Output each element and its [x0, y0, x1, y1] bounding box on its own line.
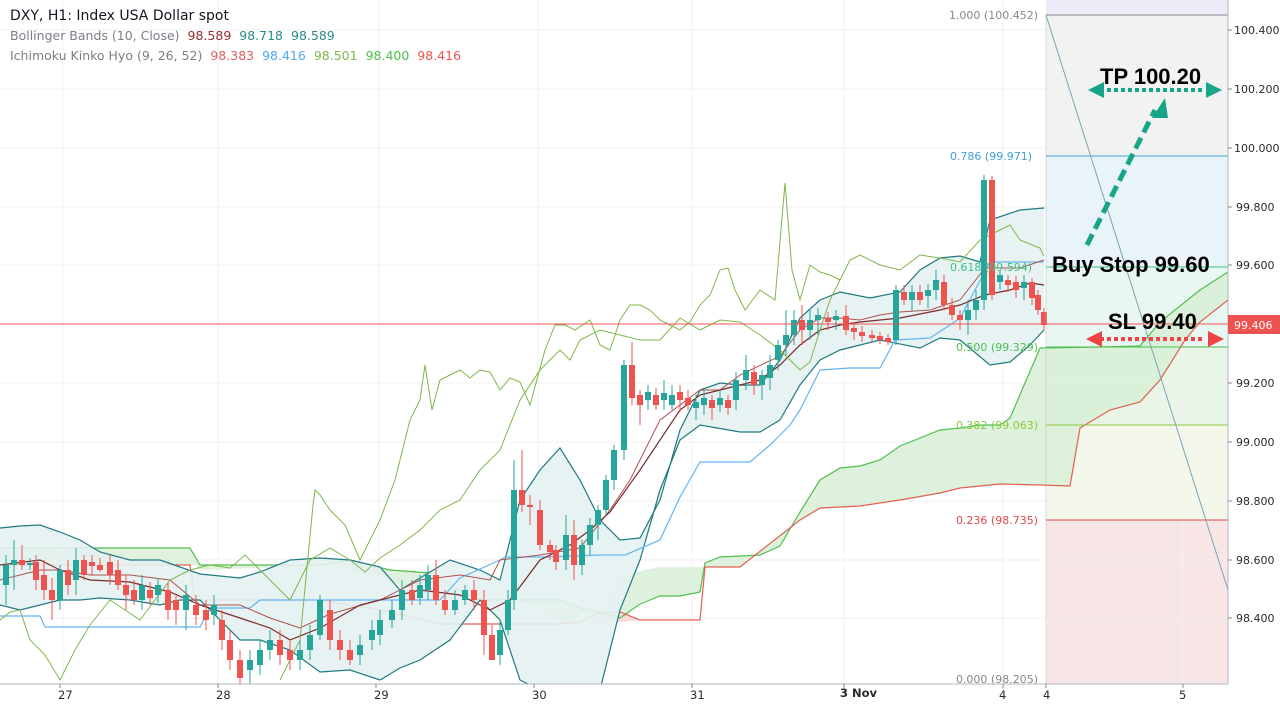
- symbol-title[interactable]: DXY, H1: Index USA Dollar spot: [10, 8, 229, 24]
- price-tick: 98.600: [1236, 554, 1275, 567]
- current-price-value: 99.406: [1234, 319, 1273, 332]
- sl-label: SL 99.40: [1108, 309, 1197, 334]
- ichimoku-value-chikou: 98.501: [313, 48, 358, 63]
- price-tick: 99.600: [1236, 259, 1275, 272]
- price-tick: 99.800: [1236, 201, 1275, 214]
- ichimoku-chikou-2: [279, 182, 841, 681]
- grid: [0, 0, 1228, 684]
- price-tick: 100.200: [1234, 83, 1280, 96]
- fib-level-0-786: 0.786 (99.971): [950, 150, 1032, 163]
- ichimoku-label: Ichimoku Kinko Hyo (9, 26, 52): [10, 48, 203, 63]
- fib-level-0-618: 0.618 (99.594): [950, 261, 1032, 274]
- fib-level-0-382: 0.382 (99.063): [956, 419, 1038, 432]
- time-axis[interactable]: 27 28 29 30 31 3 Nov 4 4 5: [0, 683, 1280, 705]
- price-tick: 99.000: [1236, 436, 1275, 449]
- ichimoku-tenkan: [0, 259, 1045, 629]
- time-tick: 31: [690, 688, 705, 702]
- time-tick: 4: [1043, 688, 1050, 702]
- time-tick: 27: [58, 688, 73, 702]
- price-axis[interactable]: 100.400 100.200 100.000 99.800 99.600 99…: [1227, 0, 1280, 705]
- time-tick: 28: [216, 688, 231, 702]
- fib-level-1-000: 1.000 (100.452): [949, 9, 1038, 22]
- trade-annotations[interactable]: TP 100.20 Buy Stop 99.60 SL 99.40: [1052, 64, 1224, 347]
- bollinger-label: Bollinger Bands (10, Close): [10, 28, 180, 43]
- fib-level-0-500: 0.500 (99.329): [956, 341, 1038, 354]
- time-tick: 29: [374, 688, 389, 702]
- price-tick: 100.400: [1234, 24, 1280, 37]
- ichimoku-kijun: [0, 261, 1044, 628]
- fib-level-0-236: 0.236 (98.735): [956, 514, 1038, 527]
- ichimoku-value-span-a: 98.400: [365, 48, 410, 63]
- time-tick: 4: [999, 688, 1006, 702]
- price-tick: 98.800: [1236, 495, 1275, 508]
- tp-label: TP 100.20: [1100, 64, 1201, 89]
- ichimoku-legend[interactable]: Ichimoku Kinko Hyo (9, 26, 52) 98.383 98…: [10, 46, 461, 66]
- buy-stop-label: Buy Stop 99.60: [1052, 252, 1210, 277]
- chart-legend: DXY, H1: Index USA Dollar spot Bollinger…: [10, 6, 461, 66]
- trend-line[interactable]: [1045, 14, 1229, 591]
- bollinger-legend[interactable]: Bollinger Bands (10, Close) 98.589 98.71…: [10, 26, 461, 46]
- time-tick: 3 Nov: [840, 686, 878, 700]
- price-tick: 100.000: [1234, 142, 1280, 155]
- ichimoku-value-kijun: 98.416: [262, 48, 306, 63]
- current-price-badge: [1228, 315, 1280, 334]
- bollinger-value-basis: 98.589: [187, 28, 232, 43]
- fib-level-0-000: 0.000 (98.205): [956, 673, 1038, 686]
- price-tick: 99.200: [1236, 377, 1275, 390]
- ichimoku-value-tenkan: 98.383: [210, 48, 255, 63]
- price-tick: 98.400: [1236, 612, 1275, 625]
- ichimoku-value-span-b: 98.416: [417, 48, 462, 63]
- fibonacci-retracement[interactable]: 1.000 (100.452) 0.786 (99.971) 0.618 (99…: [949, 9, 1228, 686]
- bollinger-value-upper: 98.718: [239, 28, 284, 43]
- bollinger-value-lower: 98.589: [291, 28, 335, 43]
- time-tick: 30: [532, 688, 547, 702]
- candlesticks: [3, 175, 1047, 684]
- time-tick: 5: [1179, 688, 1186, 702]
